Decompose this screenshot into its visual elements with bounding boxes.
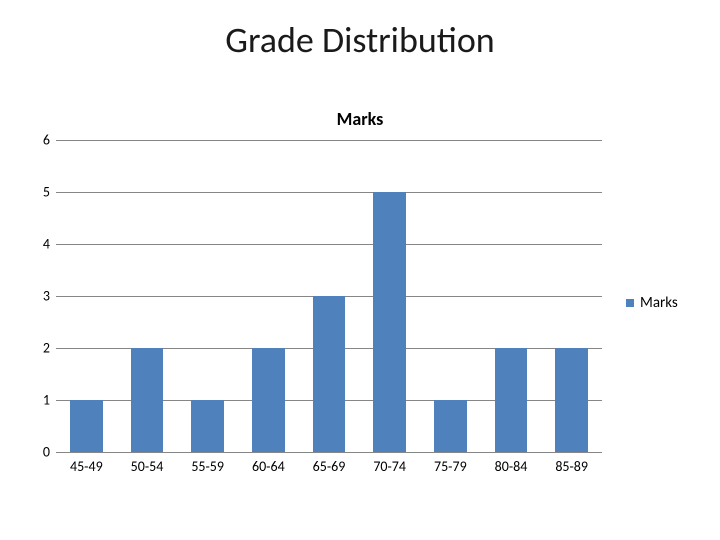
- legend: Marks: [626, 294, 678, 312]
- y-axis-label: 5: [26, 184, 50, 201]
- x-axis-label: 45-49: [70, 458, 103, 475]
- gridline: [56, 140, 602, 141]
- x-axis-label: 50-54: [131, 458, 164, 475]
- legend-swatch: [626, 299, 634, 307]
- bar: [495, 348, 528, 452]
- plot-area: 012345645-4950-5455-5960-6465-6970-7475-…: [56, 140, 602, 452]
- bar: [313, 296, 346, 452]
- y-axis-label: 4: [26, 236, 50, 253]
- gridline: [56, 192, 602, 193]
- bar: [70, 400, 103, 452]
- x-axis-label: 65-69: [313, 458, 346, 475]
- x-axis-label: 55-59: [191, 458, 224, 475]
- bar: [373, 192, 406, 452]
- x-axis-label: 60-64: [252, 458, 285, 475]
- page-title: Grade Distribution: [0, 18, 720, 62]
- gridline: [56, 452, 602, 453]
- x-axis-label: 80-84: [495, 458, 528, 475]
- y-axis-label: 6: [26, 132, 50, 149]
- bar: [191, 400, 224, 452]
- gridline: [56, 244, 602, 245]
- bar: [252, 348, 285, 452]
- bar: [434, 400, 467, 452]
- x-axis-label: 75-79: [434, 458, 467, 475]
- bar: [555, 348, 588, 452]
- y-axis-label: 3: [26, 288, 50, 305]
- bar: [131, 348, 164, 452]
- chart-subtitle: Marks: [0, 108, 720, 130]
- y-axis-label: 2: [26, 340, 50, 357]
- y-axis-label: 1: [26, 392, 50, 409]
- legend-label: Marks: [640, 294, 678, 312]
- x-axis-label: 85-89: [555, 458, 588, 475]
- y-axis-label: 0: [26, 444, 50, 461]
- x-axis-label: 70-74: [373, 458, 406, 475]
- grade-distribution-chart: Grade Distribution Marks 012345645-4950-…: [0, 0, 720, 540]
